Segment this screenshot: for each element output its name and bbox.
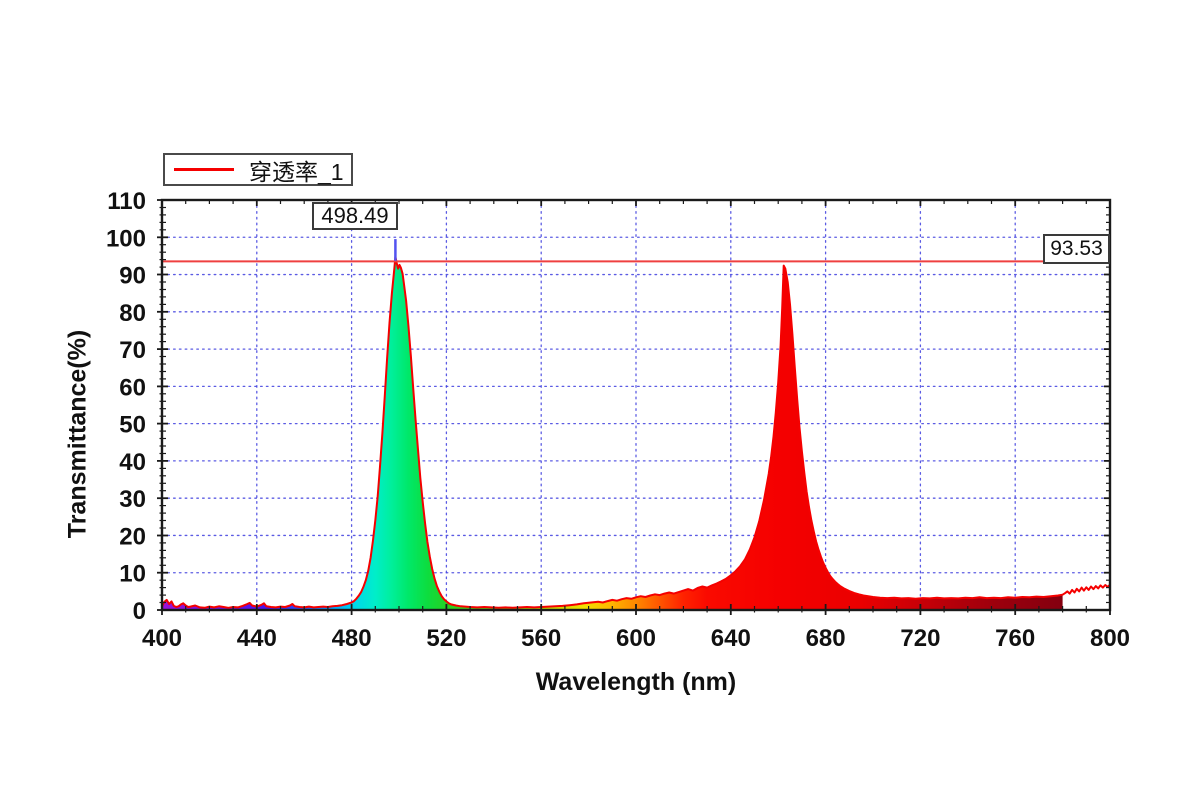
x-tick-label: 480 — [332, 625, 372, 652]
x-tick-label: 640 — [711, 625, 751, 652]
max-transmittance-annotation: 93.53 — [1043, 234, 1110, 264]
x-tick-label: 400 — [142, 625, 182, 652]
y-tick-label: 70 — [119, 337, 146, 364]
peak-wavelength-annotation: 498.49 — [312, 202, 398, 230]
legend-label: 穿透率_1 — [249, 158, 344, 185]
y-tick-label: 90 — [119, 263, 146, 290]
y-tick-label: 110 — [107, 188, 146, 215]
x-tick-label: 680 — [806, 625, 846, 652]
spectrum-area — [162, 256, 1063, 610]
x-tick-label: 720 — [900, 625, 940, 652]
y-tick-label: 10 — [119, 561, 146, 588]
x-tick-label: 520 — [426, 625, 466, 652]
y-tick-label: 40 — [119, 449, 146, 476]
y-tick-label: 0 — [133, 598, 146, 625]
x-tick-label: 760 — [995, 625, 1035, 652]
y-tick-label: 80 — [119, 300, 146, 327]
x-tick-label: 600 — [616, 625, 656, 652]
legend-line-swatch — [174, 168, 234, 171]
y-axis-title: Transmittance(%) — [63, 329, 92, 539]
y-tick-label: 20 — [119, 524, 146, 551]
x-tick-label: 440 — [237, 625, 277, 652]
x-axis-title: Wavelength (nm) — [535, 668, 737, 696]
y-tick-label: 60 — [119, 374, 146, 401]
y-tick-label: 100 — [106, 225, 146, 252]
y-tick-label: 30 — [119, 486, 146, 513]
x-tick-label: 800 — [1090, 625, 1130, 652]
y-tick-label: 50 — [119, 412, 146, 439]
spectrum-line — [161, 255, 1111, 609]
x-tick-label: 560 — [521, 625, 561, 652]
legend: 穿透率_1 — [163, 153, 353, 186]
